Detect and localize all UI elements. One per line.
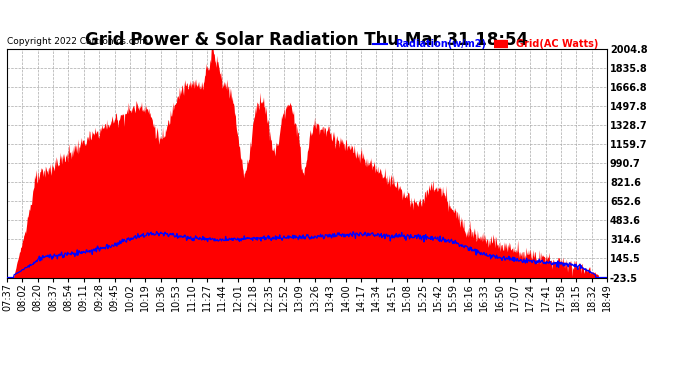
- Legend: Radiation(w/m2), Grid(AC Watts): Radiation(w/m2), Grid(AC Watts): [368, 35, 602, 53]
- Text: Copyright 2022 Cartronics.com: Copyright 2022 Cartronics.com: [7, 38, 148, 46]
- Title: Grid Power & Solar Radiation Thu Mar 31 18:54: Grid Power & Solar Radiation Thu Mar 31 …: [86, 31, 529, 49]
